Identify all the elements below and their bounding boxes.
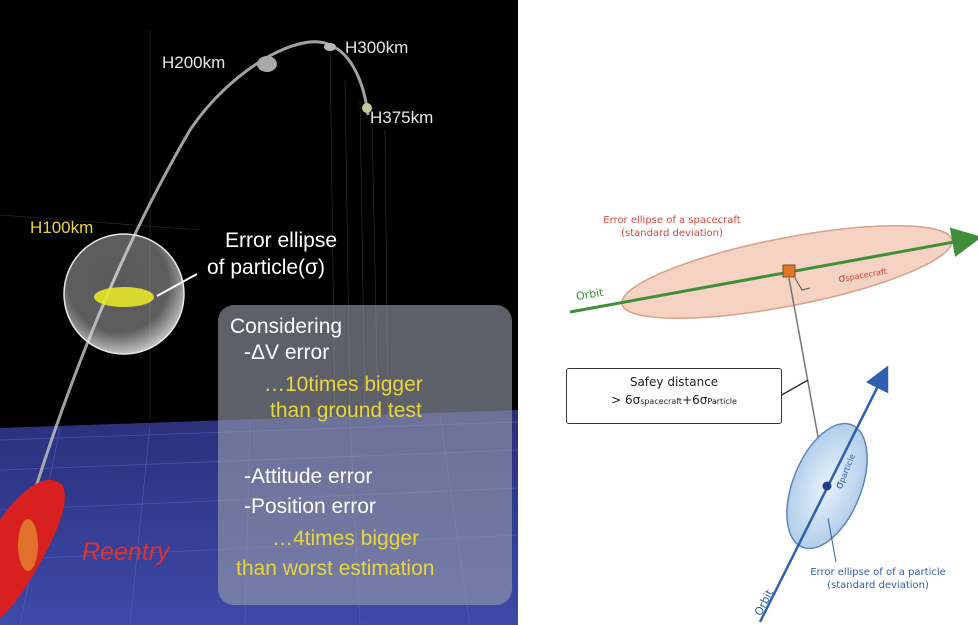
safety-title: Safey distance xyxy=(629,375,719,389)
reentry-core xyxy=(18,519,38,571)
trajectory-arc xyxy=(33,40,370,491)
particle-marker xyxy=(822,481,832,491)
spacecraft-marker xyxy=(782,264,796,278)
orbit-line-bottom xyxy=(758,365,889,623)
panel-dv-error: -ΔV error xyxy=(244,341,330,364)
panel-dv-note2: than ground test xyxy=(270,399,422,422)
safety-mid: +6σ xyxy=(682,393,708,407)
spacecraft-right-angle xyxy=(794,277,811,291)
h200-cloud xyxy=(257,56,277,72)
particle-label-line1: Error ellipse of of a particle xyxy=(810,567,946,578)
particle-cloud xyxy=(94,287,154,307)
altitude-label-h200: H200km xyxy=(162,53,226,72)
panel-pos-note2: than worst estimation xyxy=(236,557,435,580)
particle-leader-line xyxy=(827,517,837,563)
safety-diagram: Error ellipse of a spacecraft (standard … xyxy=(540,0,978,625)
safety-prefix: > 6σ xyxy=(611,393,641,407)
panel-pos-note1: …4times bigger xyxy=(272,527,420,550)
safety-diagram-svg xyxy=(569,224,978,623)
ellipse-label-line1: Error ellipse xyxy=(225,229,338,252)
ellipse-leader-line xyxy=(156,273,198,297)
simulation-view: H200km H300km H375km H100km Error ellips… xyxy=(0,0,518,625)
spacecraft-label-line2: (standard deviation) xyxy=(621,228,723,239)
altitude-label-h375: H375km xyxy=(370,108,434,127)
considering-panel: Considering -ΔV error …10times bigger th… xyxy=(218,305,512,605)
h375-cloud xyxy=(362,103,372,113)
panel-attitude-error: -Attitude error xyxy=(244,465,373,488)
panel-position-error: -Position error xyxy=(244,495,376,518)
orbit-line-top xyxy=(569,227,978,314)
safety-leader-line xyxy=(779,379,809,397)
altitude-label-h100: H100km xyxy=(30,218,94,237)
h300-cloud xyxy=(324,43,336,51)
safety-sub-spacecraft: spacecraft xyxy=(640,397,683,406)
panel-dv-note1: …10times bigger xyxy=(264,373,423,396)
panel-heading: Considering xyxy=(230,315,343,338)
reentry-label: Reentry xyxy=(82,538,170,566)
particle-label-line2: (standard deviation) xyxy=(827,580,929,591)
spacecraft-label-line1: Error ellipse of a spacecraft xyxy=(603,215,741,226)
altitude-label-h300: H300km xyxy=(345,38,409,57)
safety-distance-box: Safey distance > 6σspacecraft+6σParticle xyxy=(566,368,782,424)
ellipse-label-line2: of particle(σ) xyxy=(207,256,325,279)
safety-sub-particle: Particle xyxy=(707,397,737,406)
safety-formula: > 6σspacecraft+6σParticle xyxy=(567,393,781,407)
